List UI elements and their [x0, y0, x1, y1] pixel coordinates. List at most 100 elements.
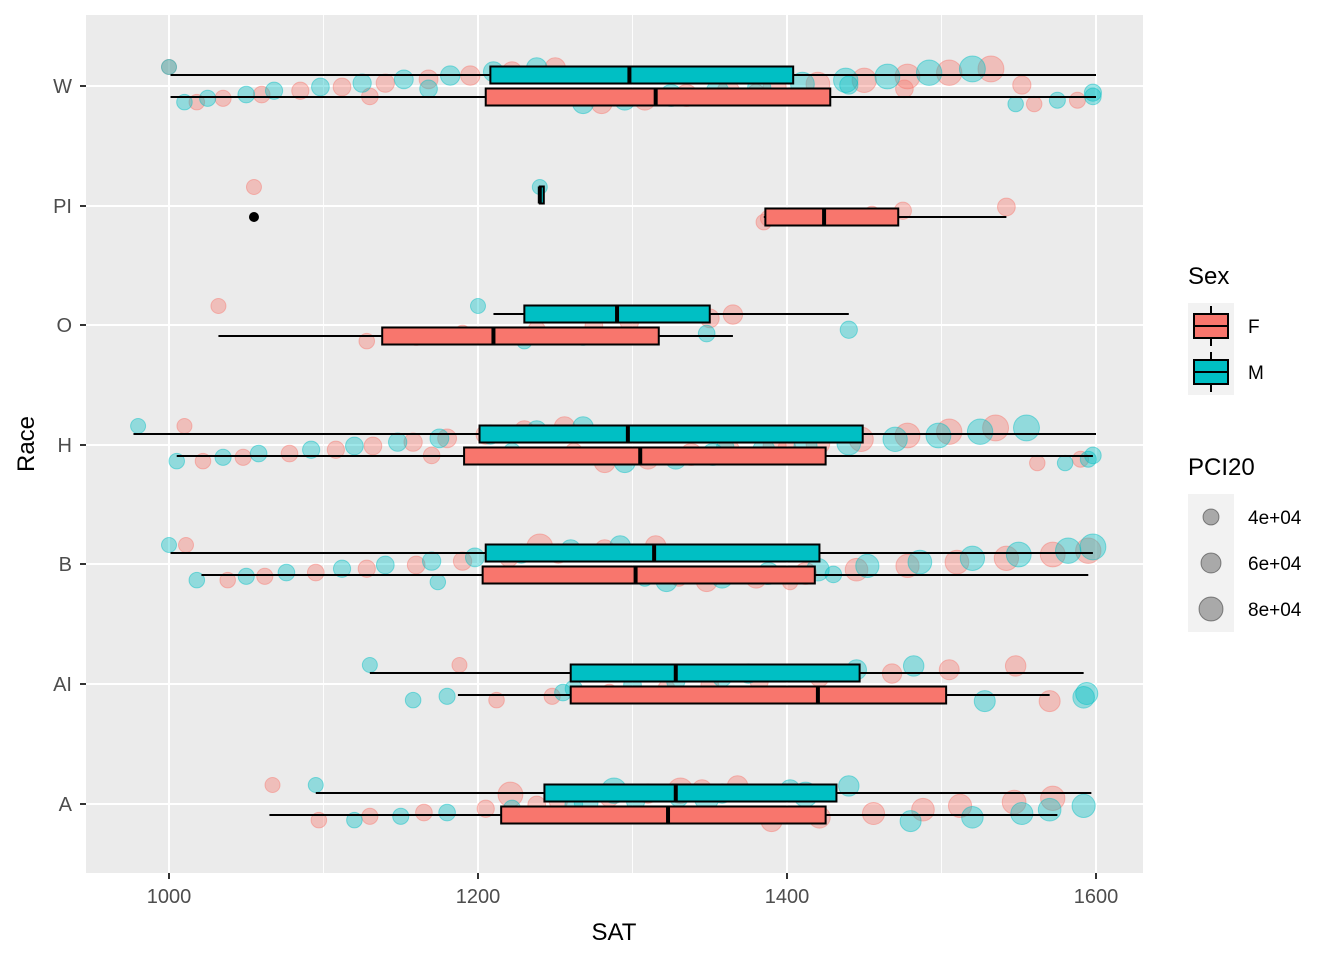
point-B-F-2	[256, 567, 274, 585]
point-AI-F-9	[938, 659, 960, 681]
point-W-M-4	[264, 81, 284, 100]
point-W-M-18	[874, 63, 901, 90]
point-A-M-0	[307, 777, 324, 793]
y-axis-title: Race	[13, 416, 40, 472]
point-O-F-1	[358, 332, 376, 350]
legend-size-key-2	[1198, 596, 1224, 622]
point-H-M-20	[1013, 414, 1040, 442]
point-A-F-16	[1001, 789, 1027, 815]
point-H-F-4	[326, 440, 345, 459]
point-W-M-2	[199, 89, 217, 107]
point-AI-M-10	[902, 655, 925, 677]
point-W-M-25	[419, 79, 438, 99]
box-AI-F	[569, 685, 948, 705]
point-AI-F-10	[1004, 655, 1027, 677]
point-O-M-4	[839, 320, 858, 339]
point-A-M-11	[899, 810, 922, 833]
point-W-M-22	[1048, 91, 1066, 109]
point-B-F-19	[1075, 537, 1102, 564]
point-W-F-2	[214, 89, 232, 107]
box-AI-M	[569, 663, 861, 683]
point-W-F-18	[894, 63, 921, 90]
point-B-F-3	[306, 563, 325, 582]
point-A-F-13	[861, 801, 886, 826]
y-tick-label-AI: AI	[53, 674, 72, 696]
point-A-F-3	[415, 803, 433, 822]
point-B-F-16	[944, 549, 970, 575]
point-H-M-19	[966, 418, 994, 445]
legend-size-key-0	[1202, 508, 1220, 526]
point-A-M-13	[1010, 801, 1034, 826]
point-W-F-21	[1025, 95, 1043, 113]
point-H-F-0	[176, 418, 193, 434]
point-B-M-21	[429, 573, 447, 591]
legend-sex: Sex FM	[1188, 263, 1264, 395]
point-H-F-1	[194, 452, 212, 470]
legend-label-M: M	[1248, 363, 1264, 384]
box-W-F	[484, 87, 832, 107]
point-B-M-17	[959, 545, 986, 571]
point-H-F-21	[1029, 454, 1046, 472]
point-AI-M-11	[973, 690, 996, 713]
point-W-F-5	[332, 77, 352, 97]
box-W-M	[489, 65, 795, 85]
point-B-M-19	[1055, 537, 1082, 564]
point-A-F-4	[476, 799, 495, 818]
box-H-F	[463, 446, 827, 466]
point-B-M-15	[855, 553, 880, 578]
point-H-M-21	[1056, 454, 1074, 472]
point-H-M-3	[249, 444, 268, 463]
point-H-F-2	[234, 448, 252, 466]
point-A-M-15	[1071, 793, 1096, 818]
point-W-M-6	[352, 73, 372, 93]
point-W-F-0	[161, 59, 177, 75]
point-H-M-17	[882, 426, 908, 452]
y-tick-label-H: H	[58, 435, 72, 457]
point-B-M-4	[332, 559, 352, 578]
y-tick-label-A: A	[59, 794, 73, 816]
point-B-F-1	[219, 571, 236, 589]
point-B-M-7	[464, 547, 485, 568]
point-B-M-5	[375, 555, 395, 575]
point-H-M-6	[388, 432, 408, 452]
point-B-M-6	[422, 551, 442, 571]
point-W-F-26	[1012, 75, 1032, 95]
x-tick-label-3: 1600	[1074, 886, 1119, 908]
point-AI-M-0	[361, 657, 378, 673]
point-AI-F-11	[1038, 690, 1061, 713]
point-A-F-15	[947, 793, 973, 818]
point-W-M-26	[839, 75, 859, 95]
boxes	[133, 65, 1096, 825]
legend-size-key-bg	[1188, 494, 1234, 632]
box-A-M	[543, 783, 838, 803]
point-W-M-1	[176, 93, 193, 111]
point-B-M-0	[161, 537, 177, 553]
point-PI-F-5	[997, 197, 1016, 217]
point-B-M-20	[1079, 533, 1107, 561]
point-A-F-0	[264, 777, 281, 793]
point-W-M-0	[161, 59, 177, 75]
legend-size-label-1: 6e+04	[1248, 554, 1302, 575]
legend-size-keys: 4e+04 6e+04 8e+04	[1198, 508, 1302, 622]
point-W-F-3	[252, 85, 271, 104]
legend-size: PCI20 4e+04 6e+04 8e+04	[1188, 454, 1302, 632]
box-A-F	[500, 805, 827, 825]
point-W-M-19	[915, 59, 943, 86]
point-AI-M-12	[1072, 686, 1095, 709]
x-tick-label-2: 1400	[765, 886, 810, 908]
point-A-M-10	[838, 775, 860, 797]
x-axis: 1000 1200 1400 1600	[147, 873, 1119, 908]
point-O-M-3	[697, 324, 716, 343]
point-A-M-2	[392, 807, 410, 825]
outlier-PI-F-0	[248, 212, 259, 222]
point-B-M-2	[237, 567, 255, 585]
box-B-F	[481, 565, 816, 585]
point-B-F-18	[1039, 541, 1066, 568]
x-axis-title: SAT	[592, 919, 637, 946]
point-PI-F-0	[245, 179, 262, 195]
point-B-F-5	[406, 555, 426, 575]
x-tick-label-1: 1200	[456, 886, 501, 908]
point-H-M-0	[130, 418, 147, 434]
point-H-M-4	[302, 440, 321, 459]
